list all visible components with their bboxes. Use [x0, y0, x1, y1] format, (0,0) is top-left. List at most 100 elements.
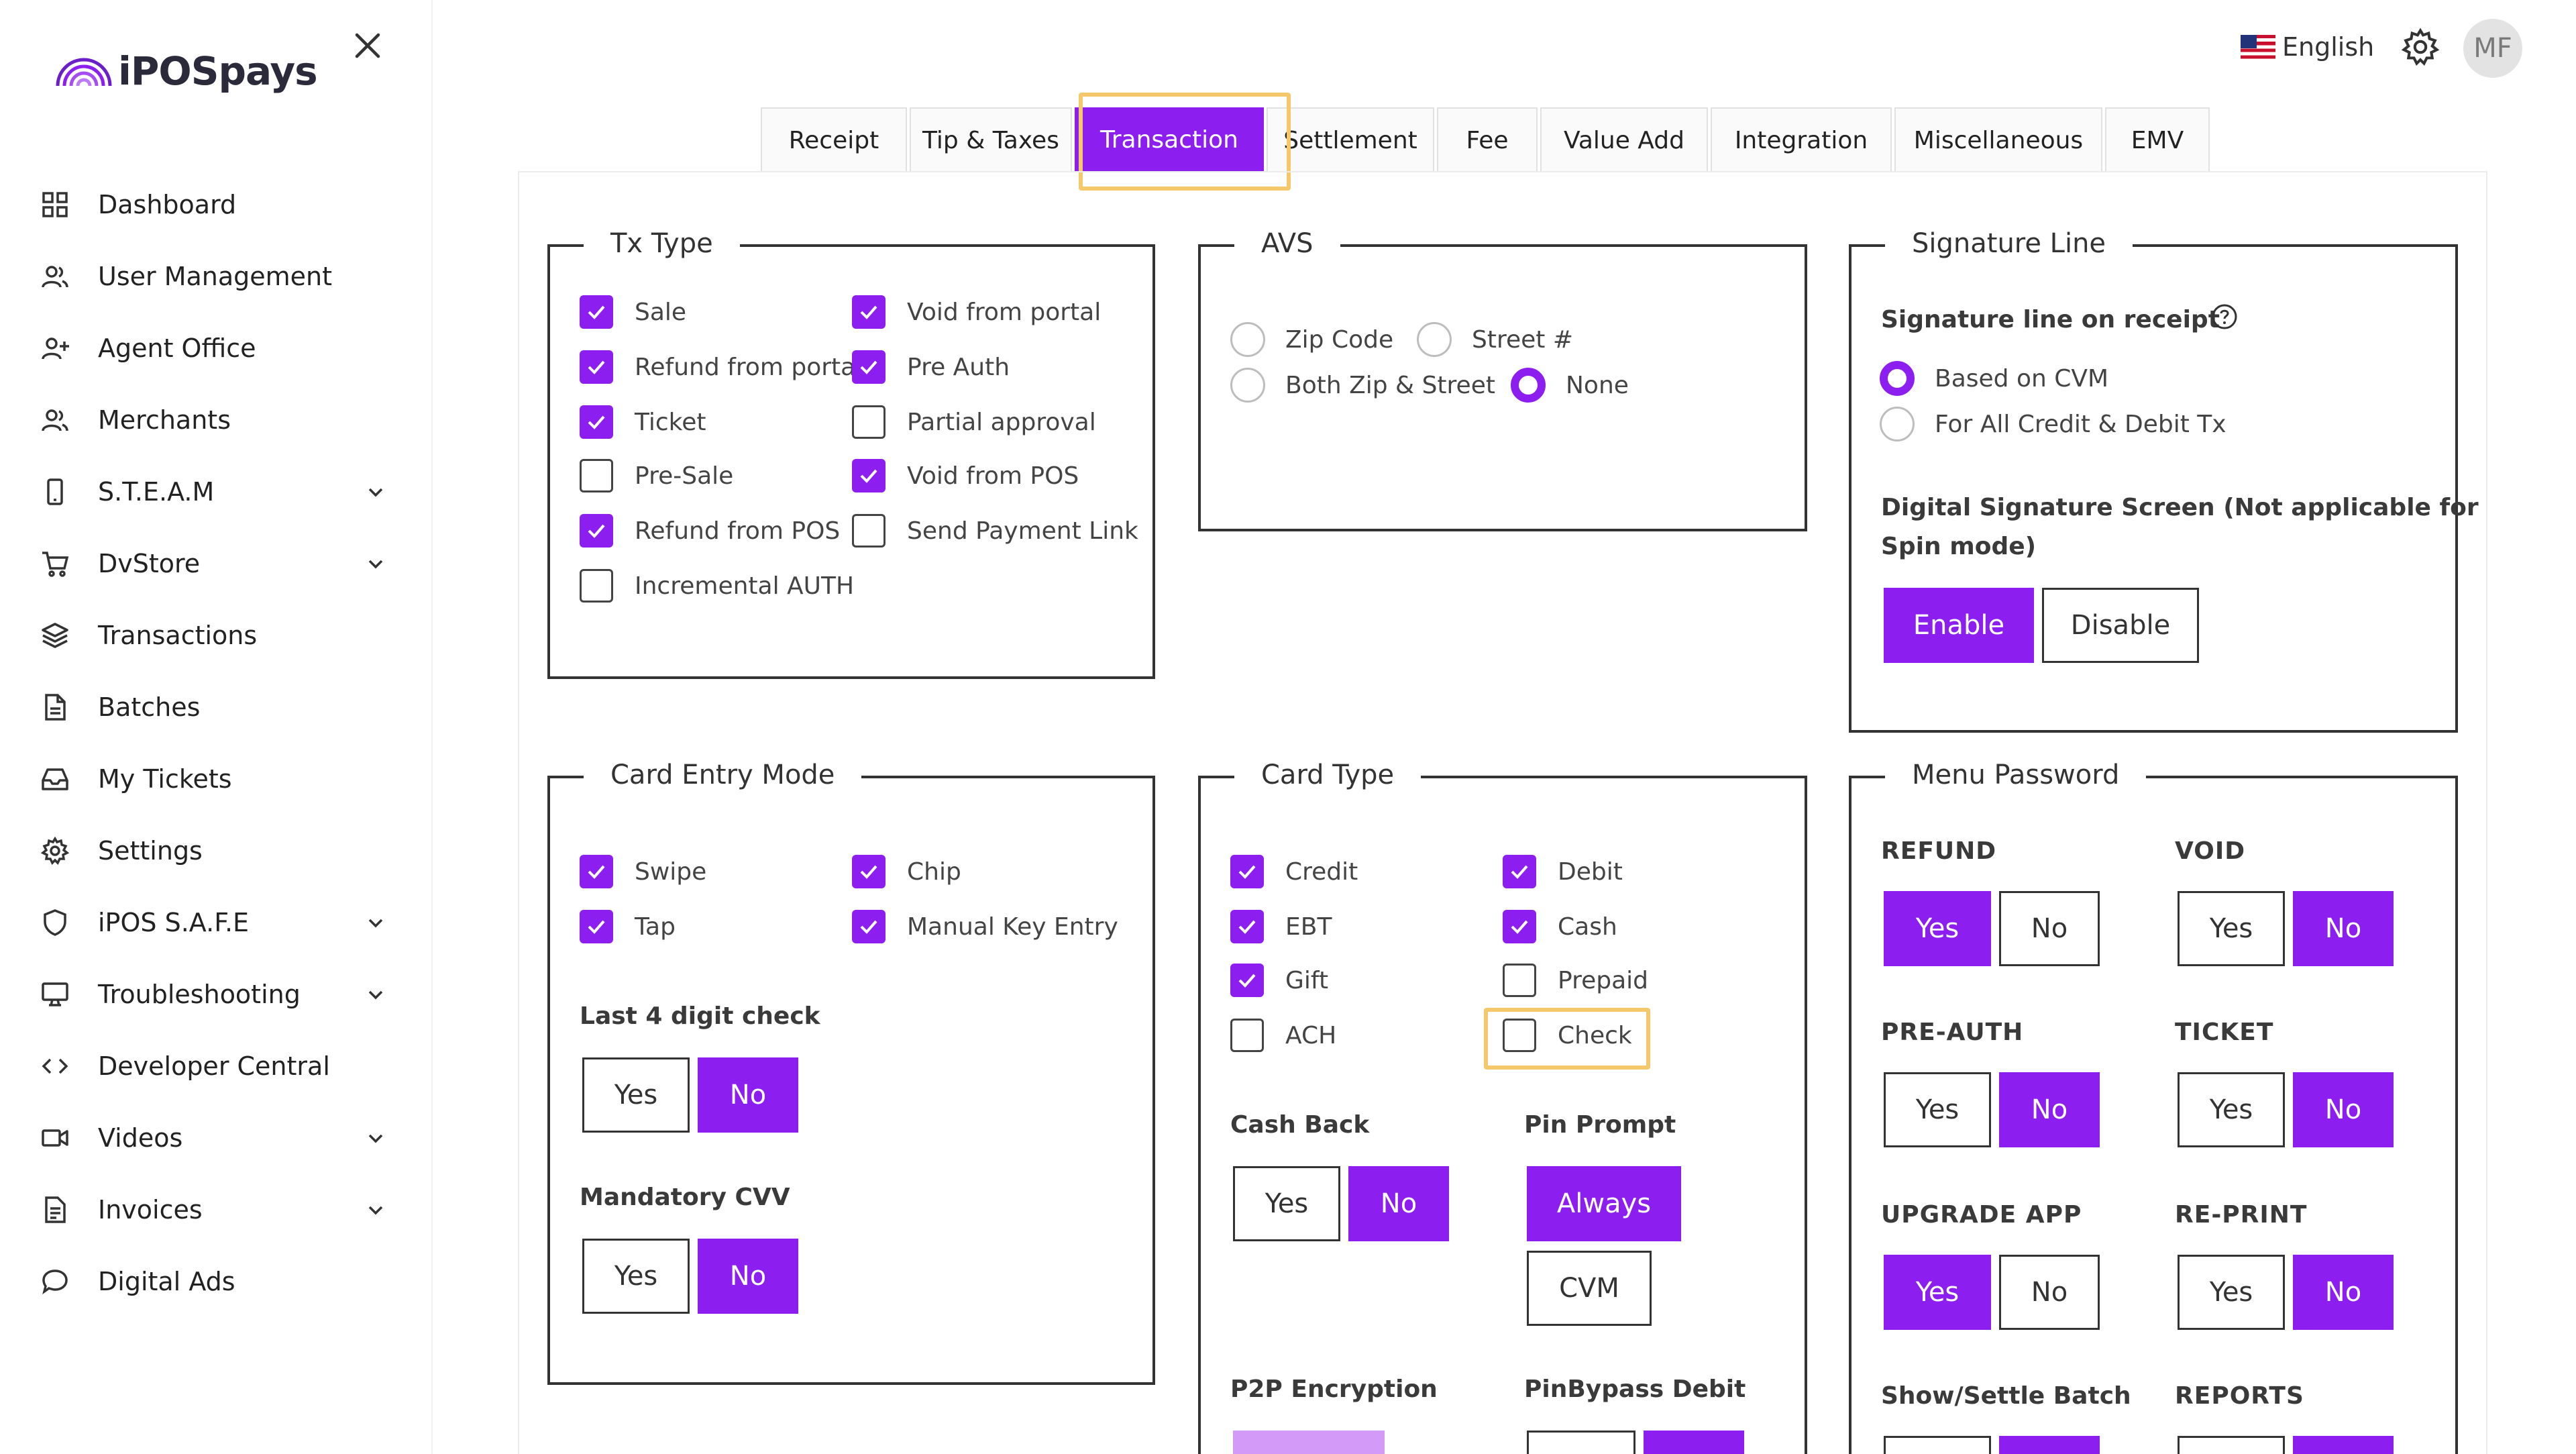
entry-manual-key-checkbox[interactable]: Manual Key Entry	[852, 910, 1118, 943]
tab-transaction[interactable]: Transaction	[1075, 107, 1264, 172]
card-gift-checkbox[interactable]: Gift	[1230, 964, 1328, 997]
digital-signature-disable-button[interactable]: Disable	[2042, 588, 2199, 663]
tx-void-from-portal-checkbox[interactable]: Void from portal	[852, 295, 1101, 329]
pre-auth-no-button[interactable]: No	[1999, 1072, 2100, 1147]
card-debit-checkbox[interactable]: Debit	[1503, 855, 1623, 888]
last4-no-button[interactable]: No	[698, 1057, 798, 1133]
checkbox-unchecked[interactable]	[1503, 964, 1536, 997]
radio-unselected[interactable]	[1230, 368, 1265, 403]
digital-signature-enable-button[interactable]: Enable	[1884, 588, 2034, 663]
entry-swipe-checkbox[interactable]: Swipe	[580, 855, 706, 888]
checkbox-checked[interactable]	[1230, 855, 1264, 888]
tab-settlement[interactable]: Settlement	[1267, 107, 1434, 172]
cvv-no-button[interactable]: No	[698, 1239, 798, 1314]
checkbox-checked[interactable]	[1230, 964, 1264, 997]
tx-pre-sale-checkbox[interactable]: Pre-Sale	[580, 459, 733, 492]
tx-send-payment-link-checkbox[interactable]: Send Payment Link	[852, 514, 1138, 548]
card-prepaid-checkbox[interactable]: Prepaid	[1503, 964, 1648, 997]
reports-yes-button[interactable]	[2178, 1436, 2285, 1454]
checkbox-checked[interactable]	[1230, 910, 1264, 943]
tx-void-from-pos-checkbox[interactable]: Void from POS	[852, 459, 1079, 492]
checkbox-checked[interactable]	[852, 350, 885, 384]
sidebar-item-settings[interactable]: Settings	[39, 824, 394, 878]
upgrade-app-yes-button[interactable]: Yes	[1884, 1255, 1991, 1330]
checkbox-checked[interactable]	[580, 350, 613, 384]
avs-none-radio[interactable]: None	[1511, 368, 1629, 403]
radio-selected[interactable]	[1880, 361, 1915, 396]
upgrade-app-no-button[interactable]: No	[1999, 1255, 2100, 1330]
tab-emv[interactable]: EMV	[2105, 107, 2210, 172]
tx-pre-auth-checkbox[interactable]: Pre Auth	[852, 350, 1010, 384]
checkbox-unchecked[interactable]	[852, 405, 885, 439]
tx-refund-from-pos-checkbox[interactable]: Refund from POS	[580, 514, 840, 548]
checkbox-checked[interactable]	[852, 295, 885, 329]
reports-no-button[interactable]	[2293, 1436, 2394, 1454]
tab-miscellaneous[interactable]: Miscellaneous	[1894, 107, 2102, 172]
checkbox-unchecked[interactable]	[580, 569, 613, 603]
checkbox-checked[interactable]	[852, 459, 885, 492]
checkbox-checked[interactable]	[580, 910, 613, 943]
close-sidebar-button[interactable]	[349, 27, 386, 64]
sidebar-item-troubleshooting[interactable]: Troubleshooting	[39, 968, 394, 1021]
card-ach-checkbox[interactable]: ACH	[1230, 1019, 1336, 1052]
help-circle-icon[interactable]	[2211, 303, 2238, 330]
tx-sale-checkbox[interactable]: Sale	[580, 295, 686, 329]
sidebar-item-ipos-safe[interactable]: iPOS S.A.F.E	[39, 896, 394, 949]
tx-partial-approval-checkbox[interactable]: Partial approval	[852, 405, 1096, 439]
refund-no-button[interactable]: No	[1999, 891, 2100, 966]
sidebar-item-dashboard[interactable]: Dashboard	[39, 178, 394, 231]
checkbox-unchecked[interactable]	[852, 514, 885, 548]
ipospays-logo[interactable]: iPOSpays	[54, 48, 318, 94]
cash-back-yes-button[interactable]: Yes	[1233, 1166, 1340, 1241]
radio-selected[interactable]	[1511, 368, 1546, 403]
void-no-button[interactable]: No	[2293, 891, 2394, 966]
show-settle-batch-yes-button[interactable]	[1884, 1436, 1991, 1454]
last4-yes-button[interactable]: Yes	[582, 1057, 690, 1133]
checkbox-unchecked[interactable]	[580, 459, 613, 492]
radio-unselected[interactable]	[1230, 322, 1265, 357]
settings-button[interactable]	[2400, 27, 2440, 67]
avs-street-radio[interactable]: Street #	[1417, 322, 1573, 357]
p2p-encryption-toggle[interactable]	[1233, 1431, 1385, 1454]
radio-unselected[interactable]	[1880, 407, 1915, 442]
entry-tap-checkbox[interactable]: Tap	[580, 910, 676, 943]
signature-all-credit-debit-radio[interactable]: For All Credit & Debit Tx	[1880, 407, 2226, 442]
ticket-no-button[interactable]: No	[2293, 1072, 2394, 1147]
checkbox-checked[interactable]	[1503, 855, 1536, 888]
cash-back-no-button[interactable]: No	[1348, 1166, 1449, 1241]
sidebar-item-user-management[interactable]: User Management	[39, 250, 394, 303]
checkbox-checked[interactable]	[580, 855, 613, 888]
sidebar-item-digital-ads[interactable]: Digital Ads	[39, 1255, 394, 1308]
re-print-no-button[interactable]: No	[2293, 1255, 2394, 1330]
checkbox-unchecked[interactable]	[1503, 1019, 1536, 1052]
checkbox-unchecked[interactable]	[1230, 1019, 1264, 1052]
card-credit-checkbox[interactable]: Credit	[1230, 855, 1358, 888]
avs-both-zip-street-radio[interactable]: Both Zip & Street	[1230, 368, 1495, 403]
card-cash-checkbox[interactable]: Cash	[1503, 910, 1617, 943]
checkbox-checked[interactable]	[580, 405, 613, 439]
pinbypass-yes-button[interactable]	[1527, 1431, 1635, 1454]
radio-unselected[interactable]	[1417, 322, 1452, 357]
checkbox-checked[interactable]	[580, 514, 613, 548]
sidebar-item-steam[interactable]: S.T.E.A.M	[39, 465, 394, 519]
pinbypass-no-button[interactable]	[1644, 1431, 1744, 1454]
cvv-yes-button[interactable]: Yes	[582, 1239, 690, 1314]
sidebar-item-my-tickets[interactable]: My Tickets	[39, 752, 394, 806]
checkbox-checked[interactable]	[852, 910, 885, 943]
checkbox-checked[interactable]	[1503, 910, 1536, 943]
tx-refund-from-portal-checkbox[interactable]: Refund from portal	[580, 350, 862, 384]
pin-prompt-cvm-button[interactable]: CVM	[1527, 1251, 1652, 1326]
ticket-yes-button[interactable]: Yes	[2178, 1072, 2285, 1147]
tx-ticket-checkbox[interactable]: Ticket	[580, 405, 706, 439]
entry-chip-checkbox[interactable]: Chip	[852, 855, 961, 888]
checkbox-checked[interactable]	[580, 295, 613, 329]
refund-yes-button[interactable]: Yes	[1884, 891, 1991, 966]
sidebar-item-dvstore[interactable]: DvStore	[39, 537, 394, 590]
avs-zip-code-radio[interactable]: Zip Code	[1230, 322, 1393, 357]
re-print-yes-button[interactable]: Yes	[2178, 1255, 2285, 1330]
card-ebt-checkbox[interactable]: EBT	[1230, 910, 1332, 943]
checkbox-checked[interactable]	[852, 855, 885, 888]
void-yes-button[interactable]: Yes	[2178, 891, 2285, 966]
pin-prompt-always-button[interactable]: Always	[1527, 1166, 1681, 1241]
tab-value-add[interactable]: Value Add	[1540, 107, 1708, 172]
